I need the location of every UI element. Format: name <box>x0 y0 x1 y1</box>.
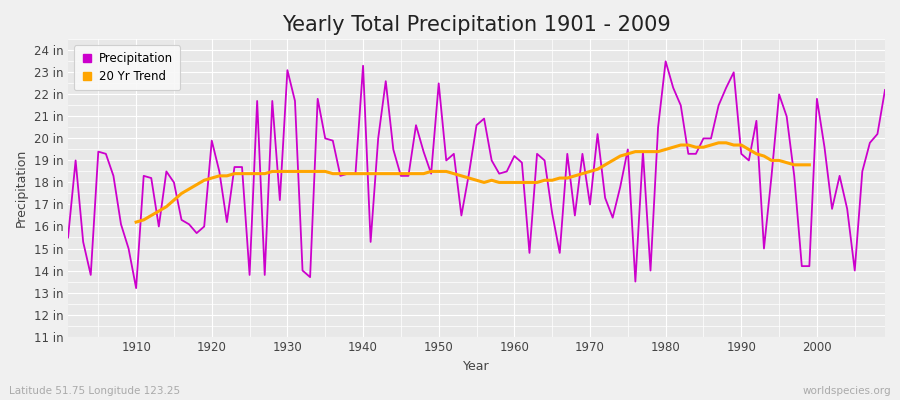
Title: Yearly Total Precipitation 1901 - 2009: Yearly Total Precipitation 1901 - 2009 <box>282 15 670 35</box>
20 Yr Trend <box>781 160 792 165</box>
20 Yr Trend <box>713 140 724 145</box>
20 Yr Trend <box>335 171 346 176</box>
Precipitation <box>123 246 134 251</box>
20 Yr Trend <box>706 143 716 148</box>
20 Yr Trend <box>599 162 610 167</box>
Precipitation <box>130 286 141 290</box>
Line: Precipitation: Precipitation <box>68 61 885 288</box>
Text: Latitude 51.75 Longitude 123.25: Latitude 51.75 Longitude 123.25 <box>9 386 180 396</box>
Text: worldspecies.org: worldspecies.org <box>803 386 891 396</box>
Precipitation <box>508 154 519 158</box>
Precipitation <box>517 160 527 165</box>
20 Yr Trend <box>690 145 701 150</box>
Precipitation <box>297 268 308 273</box>
20 Yr Trend <box>804 162 814 167</box>
Precipitation <box>879 88 890 92</box>
Precipitation <box>608 215 618 220</box>
Y-axis label: Precipitation: Precipitation <box>15 149 28 227</box>
20 Yr Trend <box>221 174 232 178</box>
X-axis label: Year: Year <box>464 360 490 373</box>
Precipitation <box>63 235 74 240</box>
Legend: Precipitation, 20 Yr Trend: Precipitation, 20 Yr Trend <box>74 45 180 90</box>
20 Yr Trend <box>130 220 141 224</box>
Line: 20 Yr Trend: 20 Yr Trend <box>136 143 809 222</box>
Precipitation <box>661 59 671 64</box>
Precipitation <box>343 171 354 176</box>
